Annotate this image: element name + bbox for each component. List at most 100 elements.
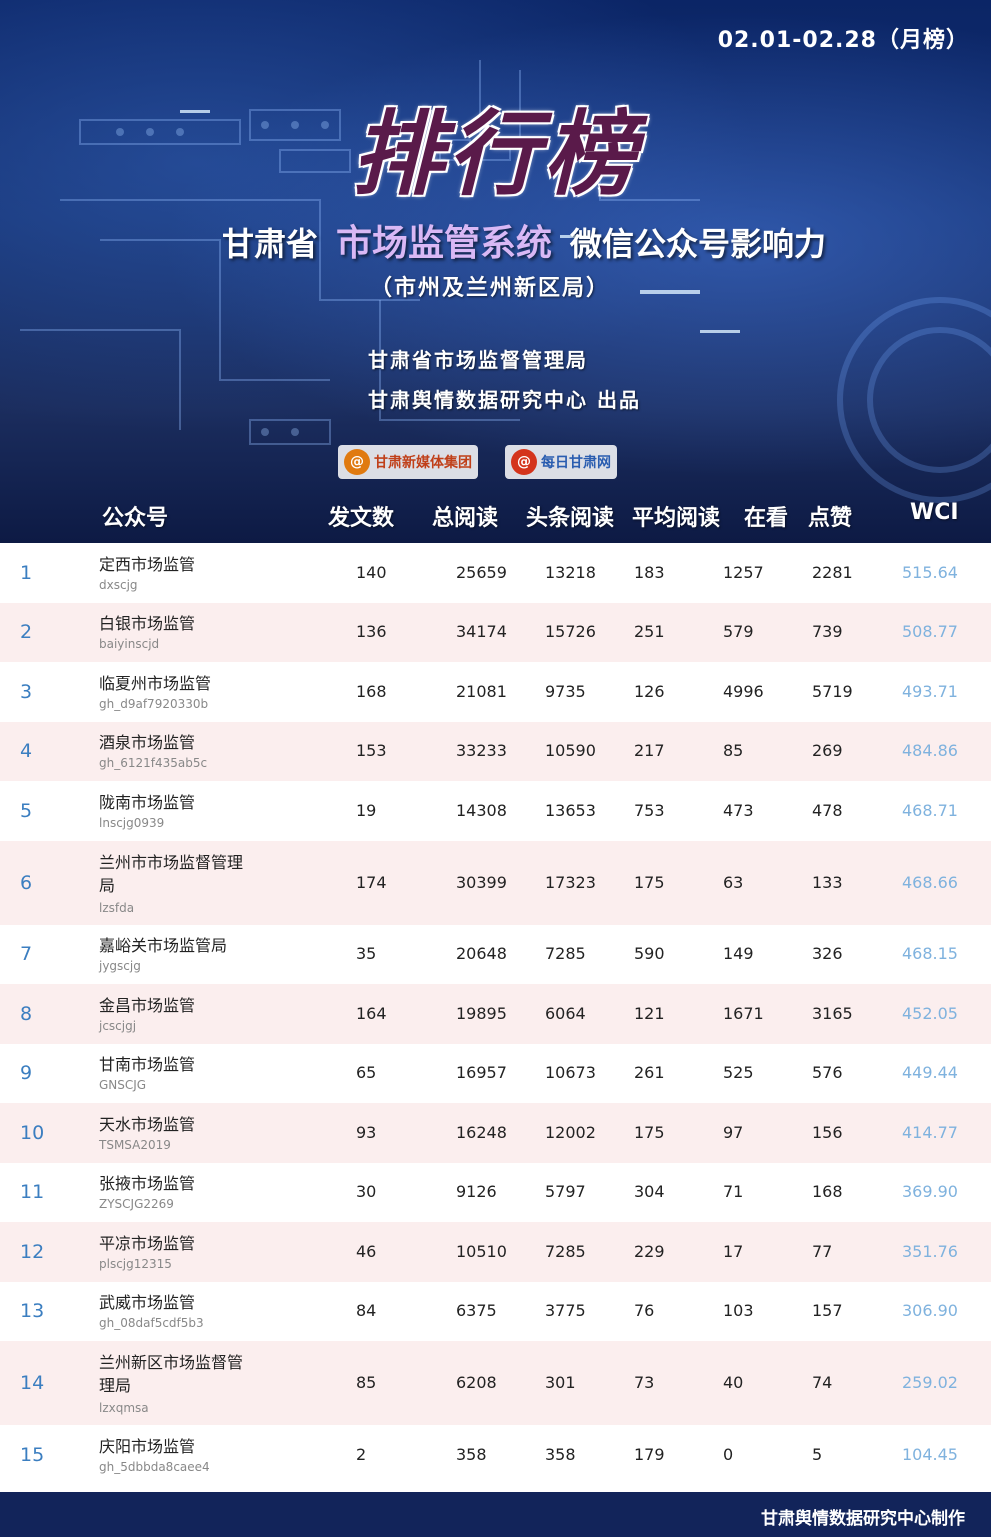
account-id: baiyinscjd (99, 637, 160, 652)
cell-wci: 351.76 (902, 1241, 958, 1261)
cell-total-reads: 21081 (456, 681, 507, 701)
footer-credit: 甘肃舆情数据研究中心制作 (761, 1509, 965, 1529)
cell-headline-reads: 301 (545, 1373, 576, 1392)
cell-avg-reads: 121 (634, 1003, 665, 1023)
cell-looking: 63 (723, 872, 744, 892)
column-header-avg-reads: 平均阅读 (632, 506, 721, 531)
cell-posts: 140 (356, 562, 387, 582)
circuit-background (20, 60, 991, 503)
account-name: 甘南市场监管 (99, 1055, 196, 1075)
cell-wci: 306.90 (902, 1301, 958, 1321)
cell-wci: 414.77 (902, 1122, 958, 1142)
cell-looking: 1257 (723, 562, 764, 582)
cell-avg-reads: 261 (634, 1063, 665, 1083)
cell-wci: 452.05 (902, 1003, 958, 1023)
meiri-gansu-logo-icon: @ (511, 449, 537, 475)
table-row: 12 平凉市场监管 plscjg12315 46 10510 7285 229 17 77 351… (0, 1222, 991, 1282)
account-id: gh_08daf5cdf5b3 (99, 1316, 204, 1331)
org-line-1: 甘肃省市场监督管理局 (368, 348, 588, 372)
subtitle-highlight: 市场监管系统 (336, 223, 553, 264)
cell-headline-reads: 7285 (545, 944, 586, 964)
column-header-wci: WCI (910, 500, 959, 525)
header-banner: 02.01-02.28（月榜） 排行榜 甘肃省 市场监管系统 微信公众号影响力 （市… (0, 0, 991, 543)
cell-likes: 739 (812, 622, 843, 642)
cell-avg-reads: 753 (634, 800, 665, 820)
cell-likes: 157 (812, 1301, 843, 1321)
cell-avg-reads: 175 (634, 872, 665, 892)
cell-headline-reads: 13218 (545, 562, 596, 582)
cell-posts: 164 (356, 1003, 387, 1023)
account-id: lnscjg0939 (99, 815, 165, 830)
cell-posts: 136 (356, 622, 387, 642)
cell-looking: 1671 (723, 1003, 764, 1023)
cell-likes: 2281 (812, 562, 853, 582)
cell-total-reads: 19895 (456, 1003, 507, 1023)
table-row: 4 酒泉市场监管 gh_6121f435ab5c 153 33233 10590 217 85… (0, 721, 991, 781)
cell-wci: 508.77 (902, 622, 958, 642)
table-row: 13 武威市场监管 gh_08daf5cdf5b3 84 6375 3775 76 103 15… (0, 1282, 991, 1342)
cell-wci: 468.66 (902, 872, 958, 892)
cell-total-reads: 14308 (456, 800, 507, 820)
account-name: 定西市场监管 (99, 554, 196, 574)
cell-headline-reads: 7285 (545, 1241, 586, 1261)
cell-avg-reads: 183 (634, 562, 665, 582)
gansu-media-group-logo: @ 甘肃新媒体集团 (338, 445, 478, 479)
account-id: plscjg12315 (99, 1256, 172, 1271)
cell-total-reads: 6375 (456, 1301, 497, 1321)
rank-number: 9 (20, 1062, 33, 1085)
column-header-account: 公众号 (102, 506, 169, 531)
rank-number: 2 (20, 621, 33, 644)
cell-avg-reads: 251 (634, 622, 665, 642)
column-header-likes: 点赞 (808, 506, 853, 531)
cell-avg-reads: 175 (634, 1122, 665, 1142)
period-label: 02.01-02.28（月榜） (717, 28, 969, 53)
table-row: 3 临夏州市场监管 gh_d9af7920330b 168 21081 9735 126 49… (0, 662, 991, 722)
cell-looking: 525 (723, 1063, 754, 1083)
rank-number: 12 (20, 1240, 45, 1263)
cell-posts: 19 (356, 800, 377, 820)
account-name: 金昌市场监管 (99, 995, 196, 1015)
cell-total-reads: 20648 (456, 944, 507, 964)
subtitle: 甘肃省 市场监管系统 微信公众号影响力 (222, 214, 826, 266)
cell-likes: 5 (812, 1444, 823, 1464)
cell-likes: 269 (812, 741, 843, 761)
main-title: 排行榜 (351, 100, 640, 208)
account-id: lzsfda (99, 900, 135, 915)
cell-looking: 40 (723, 1373, 744, 1392)
footer: 甘肃舆情数据研究中心制作 (0, 1492, 991, 1537)
cell-avg-reads: 126 (634, 681, 665, 701)
gansu-media-group-logo-icon: @ (344, 449, 370, 475)
cell-looking: 103 (723, 1301, 754, 1321)
account-id: gh_d9af7920330b (99, 696, 209, 711)
meiri-gansu-logo: @ 每日甘肃网 (505, 445, 617, 479)
cell-headline-reads: 15726 (545, 622, 596, 642)
table-row: 9 甘南市场监管 GNSCJG 65 16957 10673 261 525 576 449.44 (0, 1044, 991, 1104)
cell-wci: 484.86 (902, 741, 958, 761)
account-id: jcscjgj (99, 1018, 137, 1033)
rank-number: 11 (20, 1181, 45, 1204)
table-row: 10 天水市场监管 TSMSA2019 93 16248 12002 175 97 156 414… (0, 1103, 991, 1163)
cell-looking: 579 (723, 622, 754, 642)
rank-number: 5 (20, 799, 33, 822)
account-name: 陇南市场监管 (99, 792, 196, 812)
table-row: 15 庆阳市场监管 gh_5dbbda8caee4 2 358 358 179 0 5 104.4… (0, 1425, 991, 1485)
cell-wci: 369.90 (902, 1182, 958, 1202)
cell-avg-reads: 76 (634, 1301, 655, 1321)
cell-posts: 2 (356, 1444, 367, 1464)
account-name: 平凉市场监管 (99, 1233, 196, 1253)
cell-headline-reads: 5797 (545, 1182, 586, 1202)
cell-looking: 4996 (723, 681, 764, 701)
cell-posts: 46 (356, 1241, 377, 1261)
cell-posts: 35 (356, 944, 377, 964)
cell-total-reads: 25659 (456, 562, 507, 582)
account-name: 兰州市市场监督管理 (99, 852, 244, 872)
rank-number: 13 (20, 1300, 45, 1323)
logo-text: 甘肃新媒体集团 (374, 455, 472, 471)
cell-total-reads: 16957 (456, 1063, 507, 1083)
cell-looking: 0 (723, 1444, 734, 1464)
cell-likes: 3165 (812, 1003, 853, 1023)
org-line-2: 甘肃舆情数据研究中心 出品 (368, 388, 641, 412)
cell-headline-reads: 10590 (545, 741, 596, 761)
account-name: 兰州新区市场监督管 (99, 1353, 244, 1372)
subtitle-suffix: 微信公众号影响力 (570, 225, 827, 263)
